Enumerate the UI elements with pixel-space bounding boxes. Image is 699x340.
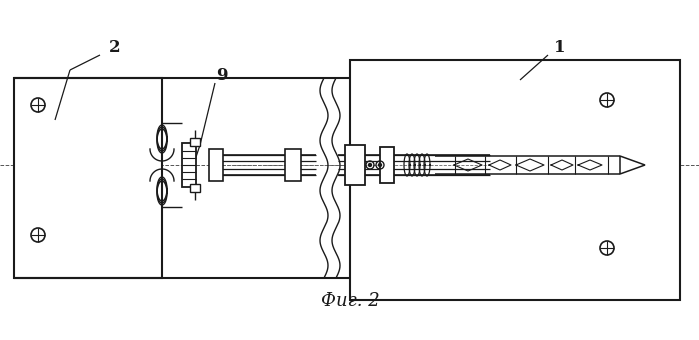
Bar [350,60,680,300]
Circle shape [368,164,371,167]
Text: 2: 2 [109,39,121,56]
Polygon shape [620,156,645,174]
Bar [285,149,301,181]
Bar [190,184,200,192]
Text: 9: 9 [216,67,228,84]
Text: Фиг. 2: Фиг. 2 [321,292,380,310]
Bar [380,147,394,183]
Circle shape [378,164,382,167]
Bar [182,143,196,187]
Bar [345,145,365,185]
Bar [14,78,162,278]
Bar [209,149,223,181]
Text: 1: 1 [554,39,565,56]
Bar [190,138,200,146]
